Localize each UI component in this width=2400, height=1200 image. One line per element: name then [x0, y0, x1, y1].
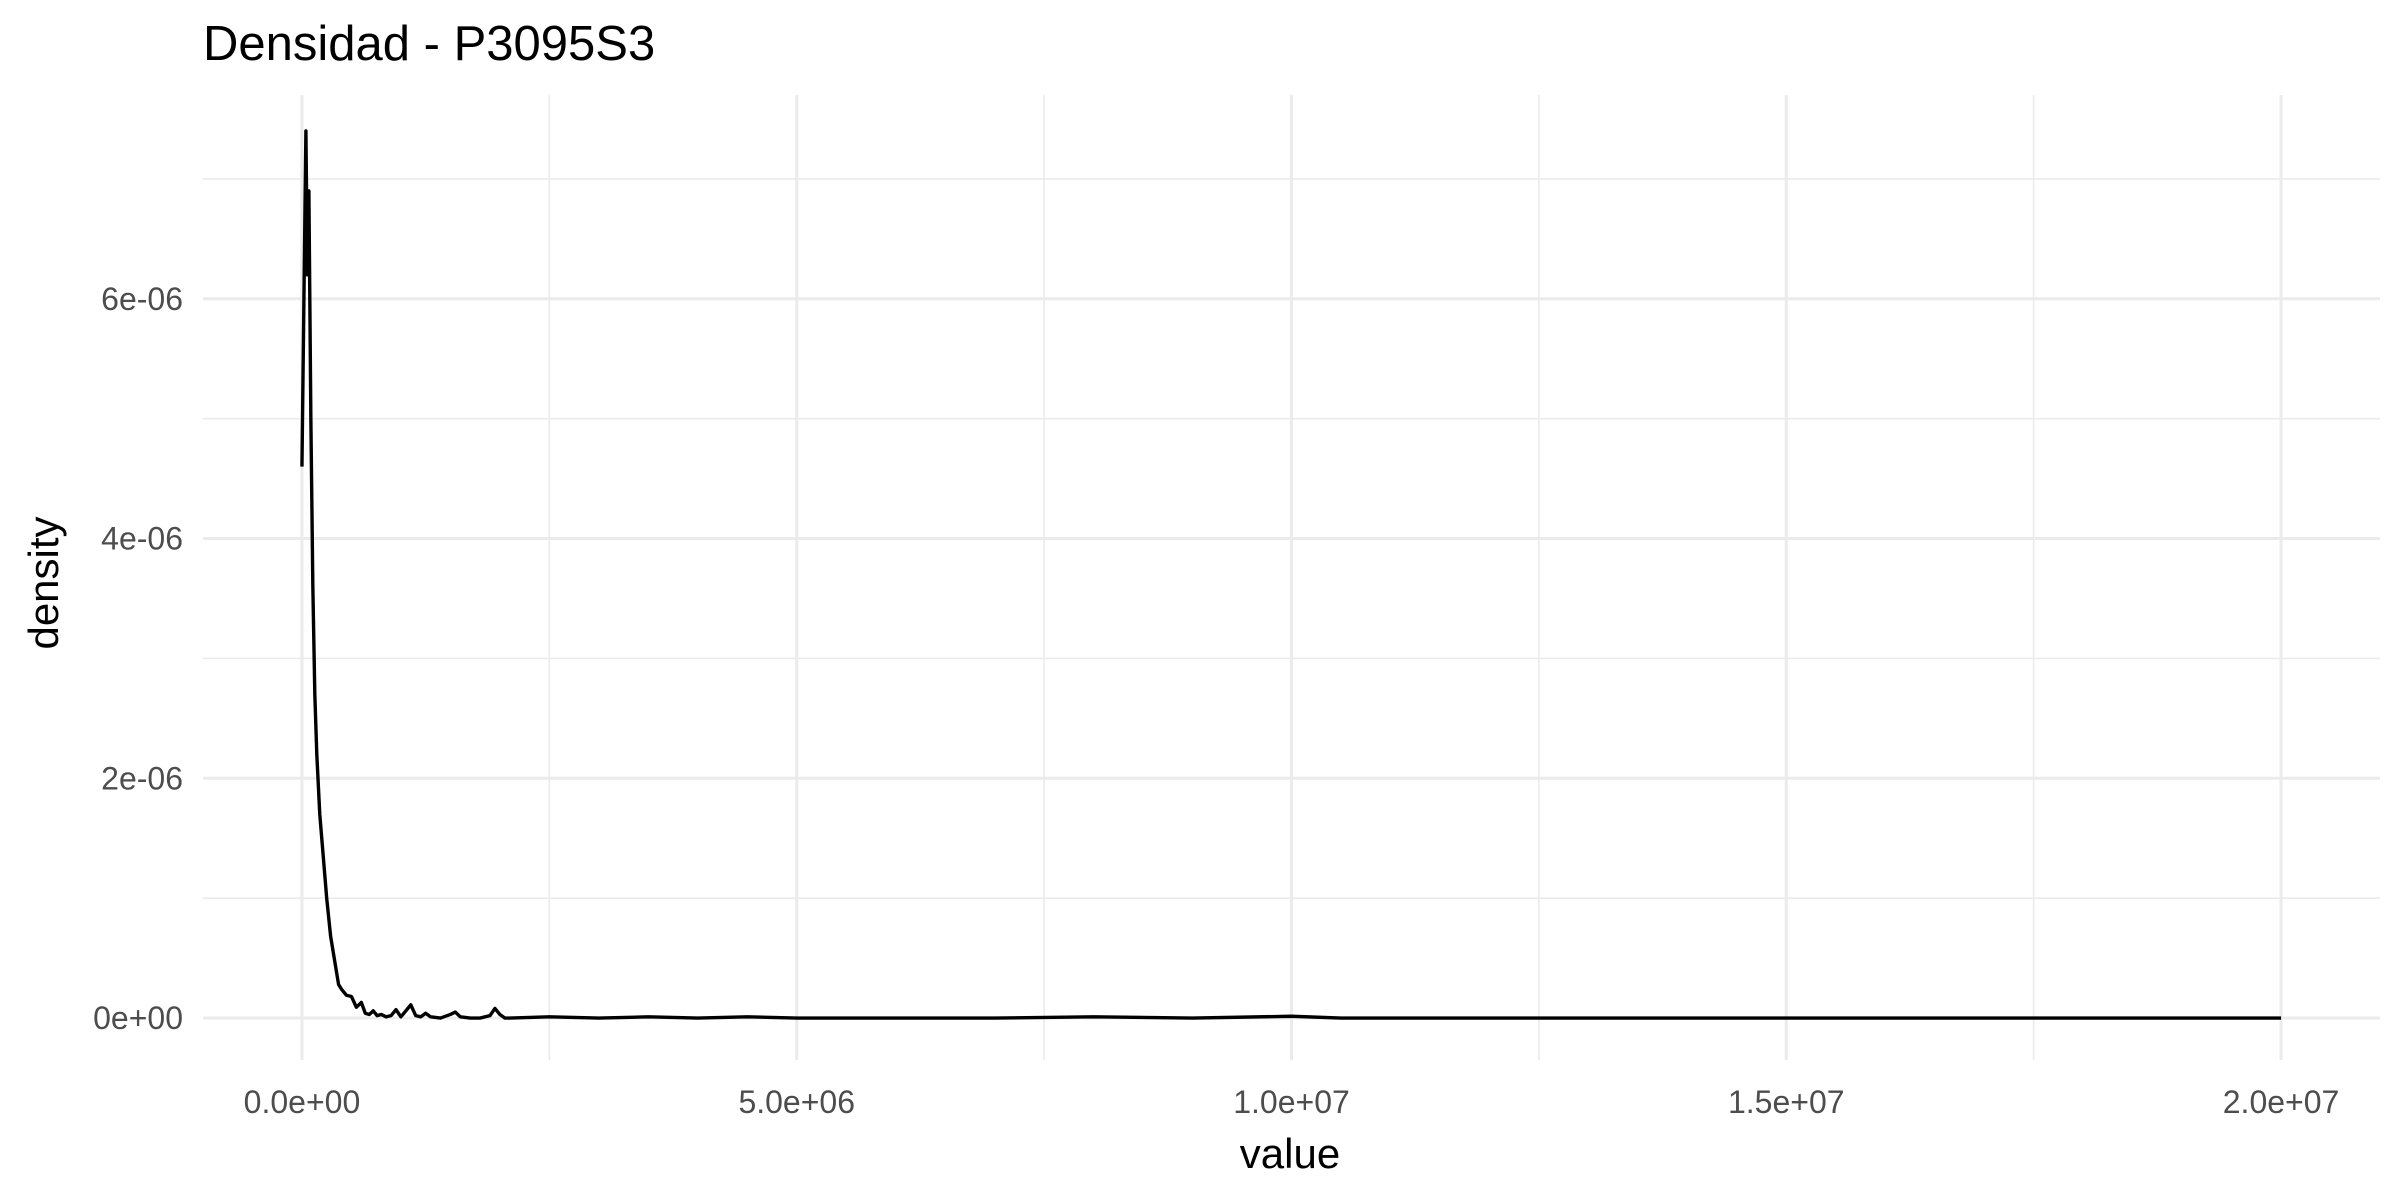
y-tick-label: 2e-06 — [101, 760, 183, 796]
chart-title: Densidad - P3095S3 — [203, 17, 655, 71]
density-series-line — [300, 129, 2282, 1020]
x-tick-label: 5.0e+06 — [738, 1084, 855, 1120]
x-axis-tick-labels: 0.0e+00 5.0e+06 1.0e+07 1.5e+07 2.0e+07 — [244, 1084, 2340, 1120]
y-tick-label: 4e-06 — [101, 521, 183, 557]
x-axis-title: value — [1240, 1130, 1340, 1177]
x-tick-label: 1.5e+07 — [1728, 1084, 1845, 1120]
y-tick-label: 0e+00 — [93, 1000, 183, 1036]
x-tick-label: 0.0e+00 — [244, 1084, 361, 1120]
y-axis-title: density — [20, 516, 67, 649]
y-tick-label: 6e-06 — [101, 281, 183, 317]
grid — [203, 95, 2380, 1060]
y-axis-tick-labels: 0e+00 2e-06 4e-06 6e-06 — [93, 281, 183, 1036]
x-tick-label: 2.0e+07 — [2223, 1084, 2340, 1120]
x-tick-label: 1.0e+07 — [1233, 1084, 1350, 1120]
